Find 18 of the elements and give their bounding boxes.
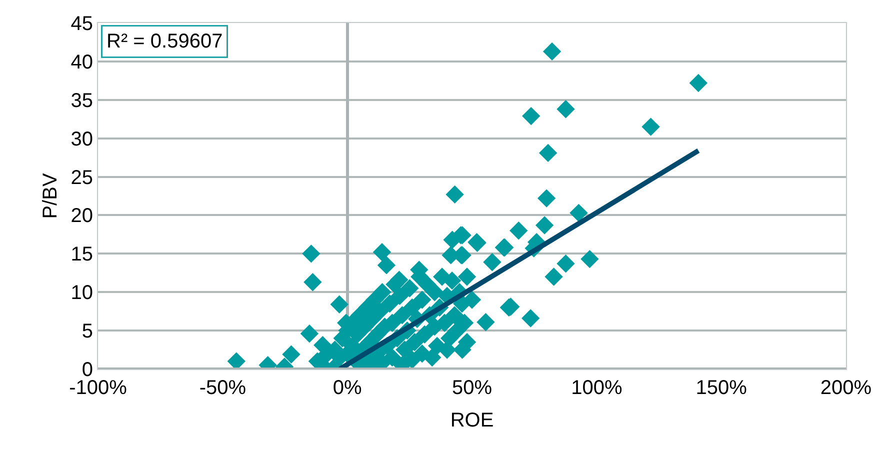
y-tick-label: 45 — [70, 13, 93, 35]
x-tick-label: 150% — [696, 377, 748, 399]
x-tick-label: -50% — [199, 377, 246, 399]
annotation: R² = 0.59607 — [106, 30, 223, 52]
y-tick-label: 15 — [70, 244, 93, 266]
y-tick-label: 35 — [70, 90, 93, 112]
x-tick-label: 200% — [820, 377, 872, 399]
y-axis-title: P/BV — [39, 172, 62, 219]
y-tick-label: 10 — [70, 282, 93, 304]
y-tick-label: 20 — [70, 205, 93, 228]
y-tick-label: 30 — [70, 128, 93, 150]
x-tick-label: 50% — [452, 377, 492, 399]
x-tick-label: 0% — [332, 377, 362, 399]
y-tick-label: 25 — [70, 166, 93, 189]
y-tick-label: 40 — [70, 51, 93, 74]
x-axis-title: ROE — [450, 410, 494, 432]
y-tick-label: 5 — [82, 320, 93, 343]
x-tick-label: 100% — [571, 377, 622, 399]
